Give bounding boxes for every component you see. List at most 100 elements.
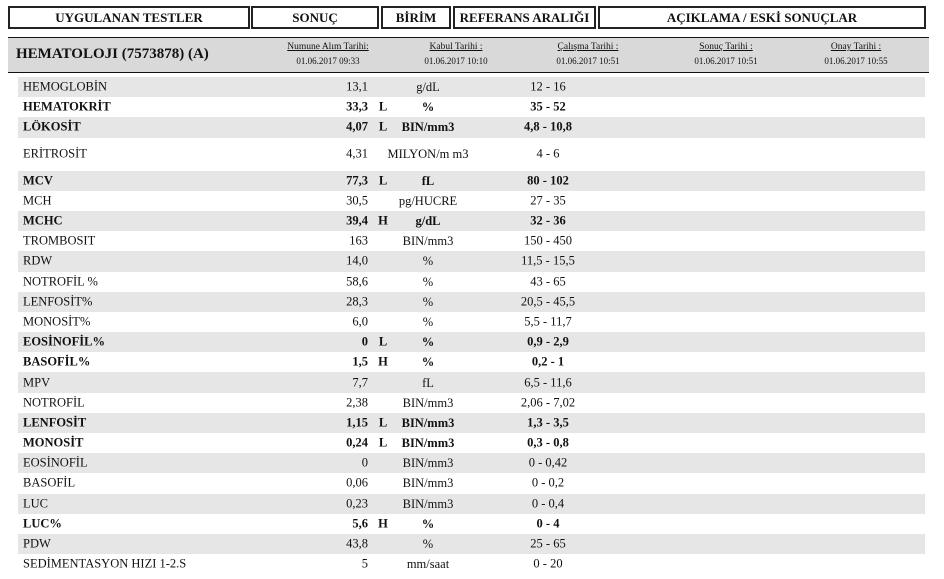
reference-range: 0,2 - 1 (531, 354, 565, 369)
table-row: LUC% 5,6 H% 0 - 4 (18, 514, 925, 534)
result-value: 4,07 (346, 119, 368, 134)
result-flag: L (378, 173, 388, 188)
table-row: LENFOSİT 1,15 L BIN/mm3 1,3 - 3,5 (18, 412, 925, 433)
reference-range: 0 - 0,42 (528, 455, 568, 470)
unit: BIN/mm3 (402, 476, 454, 491)
unit: BIN/mm3 (402, 456, 454, 471)
table-row: TROMBOSIT 163 BIN/mm3 150 - 450 (18, 231, 925, 251)
test-name: MPV (23, 375, 51, 390)
test-name: LÖKOSİT (23, 119, 81, 134)
unit: fL (421, 173, 435, 188)
table-row: NOTROFİL % 58,6% 43 - 65 (18, 272, 925, 292)
table-row: LUC 0,23 BIN/mm3 0 - 0,4 (18, 493, 925, 514)
result-value: 0,23 (346, 496, 368, 511)
reference-range: 35 - 52 (530, 99, 566, 114)
unit: MILYON/m m3 (387, 147, 469, 162)
result-flag: L (378, 99, 388, 114)
date-value: 01.06.2017 09:33 (296, 56, 360, 66)
result-value: 39,4 (346, 213, 368, 228)
table-row: EOSİNOFİL% 0 L% 0,9 - 2,9 (18, 332, 925, 353)
test-name: ERİTROSİT (23, 146, 87, 161)
unit: BIN/mm3 (401, 436, 455, 451)
table-row: ERİTROSİT 4,31 MILYON/m m3 4 - 6 (18, 138, 925, 171)
table-row: MPV 7,7 fL 6,5 - 11,6 (18, 372, 925, 393)
test-name: HEMATOKRİT (23, 99, 111, 114)
date-label: Onay Tarihi : (830, 42, 882, 52)
reference-range: 150 - 450 (524, 233, 572, 248)
results-table: HEMOGLOBİN 13,1 g/dL 12 - 16 HEMATOKRİT 33,3 L… (18, 77, 925, 574)
date-value: 01.06.2017 10:51 (694, 56, 758, 66)
result-value: 30,5 (346, 193, 368, 208)
result-value: 163 (349, 233, 368, 248)
test-name: HEMOGLOBİN (23, 79, 108, 94)
test-name: NOTROFİL (23, 395, 85, 410)
test-name: TROMBOSIT (23, 233, 96, 248)
date-result: Sonuç Tarihi : 01.06.2017 10:51 (656, 42, 796, 66)
test-name: NOTROFİL % (23, 274, 98, 289)
reference-range: 0,9 - 2,9 (527, 334, 569, 349)
column-header-notes: AÇIKLAMA / ESKİ SONUÇLAR (598, 6, 926, 29)
unit: BIN/mm3 (402, 496, 454, 511)
reference-range: 43 - 65 (530, 274, 566, 289)
result-value: 5,6 (352, 516, 368, 531)
date-value: 01.06.2017 10:55 (824, 56, 888, 66)
date-value: 01.06.2017 10:10 (424, 56, 488, 66)
test-name: RDW (23, 253, 53, 268)
test-name: MONOSİT% (23, 314, 91, 329)
reference-range: 25 - 65 (530, 536, 566, 551)
panel-title: HEMATOLOJI (7573878) (A) (16, 46, 209, 62)
unit: % (421, 100, 435, 115)
result-value: 33,3 (346, 99, 368, 114)
unit: fL (422, 375, 434, 390)
table-row: RDW 14,0% 11,5 - 15,5 (18, 251, 925, 272)
test-name: BASOFİL% (23, 354, 91, 369)
test-name: MONOSİT (23, 435, 84, 450)
test-name: MCH (23, 193, 52, 208)
test-name: LENFOSİT% (23, 294, 93, 309)
result-flag: H (378, 354, 388, 369)
date-accept: Kabul Tarihi : 01.06.2017 10:10 (386, 42, 526, 66)
result-value: 0 (361, 455, 368, 470)
unit: % (422, 294, 434, 309)
table-row: MCH 30,5 pg/HUCRE 27 - 35 (18, 191, 925, 211)
result-flag: L (378, 334, 388, 349)
table-row: BASOFİL% 1,5 H% 0,2 - 1 (18, 352, 925, 372)
unit: % (421, 516, 435, 531)
unit: % (421, 335, 435, 350)
unit: BIN/mm3 (402, 234, 454, 249)
test-name: BASOFİL (23, 475, 76, 490)
result-value: 1,5 (352, 354, 368, 369)
test-name: MCV (23, 173, 53, 188)
reference-range: 12 - 16 (530, 79, 566, 94)
reference-range: 2,06 - 7,02 (520, 395, 576, 410)
date-value: 01.06.2017 10:51 (556, 56, 620, 66)
column-header-unit: BİRİM (381, 6, 451, 29)
reference-range: 0 - 0,2 (531, 475, 565, 490)
date-sample: Numune Alım Tarihi: 01.06.2017 09:33 (258, 42, 398, 66)
column-header-tests: UYGULANAN TESTLER (8, 6, 250, 29)
result-value: 4,31 (346, 146, 368, 161)
reference-range: 0 - 4 (536, 516, 560, 531)
reference-range: 0 - 0,4 (531, 496, 565, 511)
unit: BIN/mm3 (401, 415, 455, 430)
test-name: MCHC (23, 213, 63, 228)
reference-range: 5,5 - 11,7 (524, 314, 572, 329)
result-flag: L (378, 415, 388, 430)
unit: pg/HUCRE (398, 193, 458, 208)
result-value: 2,38 (346, 395, 368, 410)
reference-range: 11,5 - 15,5 (521, 253, 575, 268)
table-row: BASOFİL 0,06 BIN/mm3 0 - 0,2 (18, 473, 925, 493)
date-label: Çalışma Tarihi : (557, 42, 619, 52)
result-value: 0,06 (346, 475, 368, 490)
reference-range: 4 - 6 (536, 146, 560, 161)
unit: % (422, 537, 434, 552)
date-work: Çalışma Tarihi : 01.06.2017 10:51 (518, 42, 658, 66)
unit: BIN/mm3 (401, 120, 455, 135)
test-name: PDW (23, 536, 51, 551)
unit: % (421, 355, 435, 370)
table-row: MONOSİT 0,24 L BIN/mm3 0,3 - 0,8 (18, 433, 925, 453)
result-value: 1,15 (346, 415, 368, 430)
table-row: HEMATOKRİT 33,3 L% 35 - 52 (18, 97, 925, 117)
result-flag: L (378, 119, 388, 134)
table-row: SEDİMENTASYON HIZI 1-2.S 5 mm/saat 0 - 20 (18, 554, 925, 574)
